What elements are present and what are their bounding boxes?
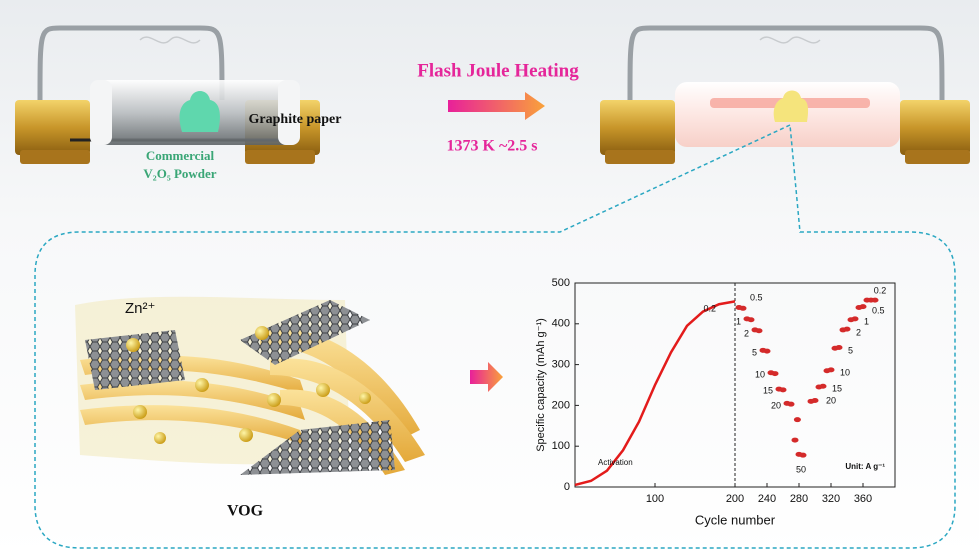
y-tick-label: 200 — [552, 399, 570, 411]
x-tick-label: 200 — [726, 493, 744, 505]
device-before — [15, 25, 320, 164]
capacity-point — [827, 367, 835, 373]
y-tick-label: 500 — [552, 277, 570, 289]
annotation: 1 — [864, 316, 869, 326]
capacity-point — [791, 437, 799, 443]
annotation: 1 — [736, 316, 741, 326]
capacity-point — [763, 348, 771, 354]
y-tick-label: 300 — [552, 359, 570, 371]
annotation: 0.2 — [703, 303, 716, 313]
callout — [34, 123, 956, 549]
annotation: 20 — [771, 400, 781, 410]
chart: Cycle number Specific capacity (mAh g⁻¹)… — [535, 277, 896, 527]
substrate-label: Graphite paper — [249, 112, 342, 127]
powder-label: V₂O₅ Powder — [143, 166, 216, 181]
annotation: 0.2 — [874, 285, 887, 295]
capacity-point — [843, 326, 851, 332]
y-axis-label: Specific capacity (mAh g⁻¹) — [535, 318, 547, 452]
annotation: 15 — [763, 385, 773, 395]
annotation: Activation — [598, 458, 633, 467]
capacity-point — [859, 304, 867, 310]
capacity-point — [793, 417, 801, 423]
capacity-point — [787, 401, 795, 407]
capacity-point — [819, 383, 827, 389]
annotation: 10 — [840, 367, 850, 377]
annotation: 5 — [752, 347, 757, 357]
product-name: VOG — [227, 503, 264, 520]
y-tick-label: 100 — [552, 440, 570, 452]
annotation: 10 — [755, 369, 765, 379]
x-tick-label: 280 — [790, 493, 808, 505]
capacity-point — [811, 398, 819, 404]
capacity-point — [771, 371, 779, 377]
vog-illustration — [75, 296, 425, 475]
y-tick-label: 400 — [552, 318, 570, 330]
annotation: 50 — [796, 464, 806, 474]
process-condition: 1373 K ~2.5 s — [447, 138, 538, 155]
annotation: 2 — [856, 327, 861, 337]
annotation: 5 — [848, 345, 853, 355]
annotation: 20 — [826, 395, 836, 405]
annotation: 0.5 — [872, 305, 885, 315]
annotation: 2 — [744, 328, 749, 338]
capacity-point — [747, 317, 755, 323]
to-chart-arrow — [470, 362, 503, 392]
capacity-point — [871, 297, 879, 303]
y-tick-label: 0 — [564, 481, 570, 493]
annotation: 0.5 — [750, 292, 763, 302]
annotation: 15 — [832, 383, 842, 393]
x-axis-label: Cycle number — [695, 512, 776, 527]
capacity-line — [574, 300, 736, 487]
annotation: Unit: A g⁻¹ — [845, 462, 885, 471]
process-arrow — [448, 92, 545, 120]
ion-label: Zn²⁺ — [125, 300, 155, 317]
process-title: Flash Joule Heating — [417, 60, 579, 81]
capacity-point — [755, 328, 763, 334]
capacity-point — [779, 387, 787, 393]
capacity-point — [851, 316, 859, 322]
device-after — [600, 25, 970, 164]
capacity-point — [739, 305, 747, 311]
x-tick-label: 100 — [646, 493, 664, 505]
x-tick-label: 240 — [758, 493, 776, 505]
x-tick-label: 360 — [854, 493, 872, 505]
capacity-point — [835, 344, 843, 350]
powder-label: Commercial — [146, 148, 215, 163]
x-tick-label: 320 — [822, 493, 840, 505]
capacity-point — [799, 452, 807, 458]
